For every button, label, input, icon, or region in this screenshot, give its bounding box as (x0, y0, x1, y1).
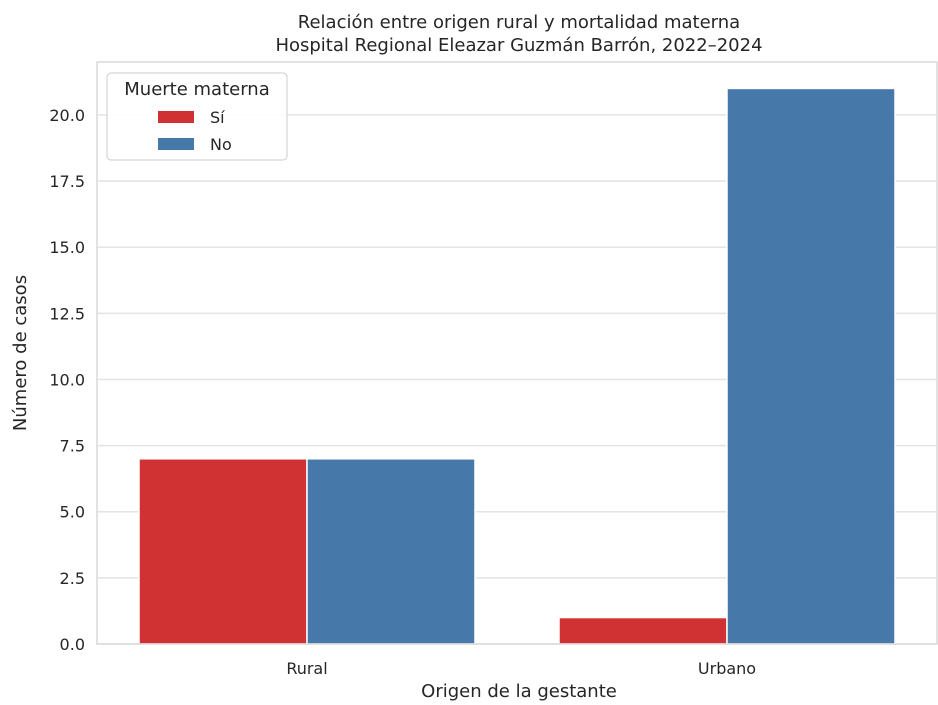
y-axis-label: Número de casos (10, 275, 31, 431)
y-tick-labels: 0.0 2.5 5.0 7.5 10.0 12.5 15.0 17.5 20.0 (49, 106, 85, 654)
plot-area: 0.0 2.5 5.0 7.5 10.0 12.5 15.0 17.5 20.0 Rural Ur… (49, 61, 938, 678)
plot-frame (96, 61, 938, 645)
y-tick-label: 2.5 (60, 569, 85, 588)
bar-1-0 (558, 616, 728, 645)
y-tick-label: 12.5 (49, 304, 85, 323)
legend: Muerte materna Sí No (106, 72, 288, 161)
y-tick-label: 7.5 (60, 437, 85, 456)
legend-entries: Sí No (158, 108, 232, 154)
legend-title: Muerte materna (124, 79, 270, 100)
bar-0-0 (138, 458, 308, 645)
x-tick-label: Rural (286, 659, 327, 678)
bars (138, 87, 896, 645)
bar-1-1 (726, 87, 896, 645)
y-tick-label: 20.0 (49, 106, 85, 125)
y-tick-label: 17.5 (49, 172, 85, 191)
legend-swatch (158, 138, 194, 150)
y-tick-label: 10.0 (49, 370, 85, 389)
legend-swatch (158, 111, 194, 123)
y-tick-label: 15.0 (49, 238, 85, 257)
legend-label: No (210, 135, 232, 154)
chart-subtitle: Hospital Regional Eleazar Guzmán Barrón,… (275, 35, 762, 56)
x-axis-label: Origen de la gestante (421, 681, 617, 702)
legend-label: Sí (210, 108, 225, 127)
y-tick-label: 0.0 (60, 635, 85, 654)
x-tick-labels: Rural Urbano (286, 659, 756, 678)
y-tick-label: 5.0 (60, 503, 85, 522)
x-tick-label: Urbano (698, 659, 756, 678)
chart-title: Relación entre origen rural y mortalidad… (298, 12, 740, 33)
bar-0-1 (306, 458, 476, 645)
legend-frame (106, 72, 288, 161)
